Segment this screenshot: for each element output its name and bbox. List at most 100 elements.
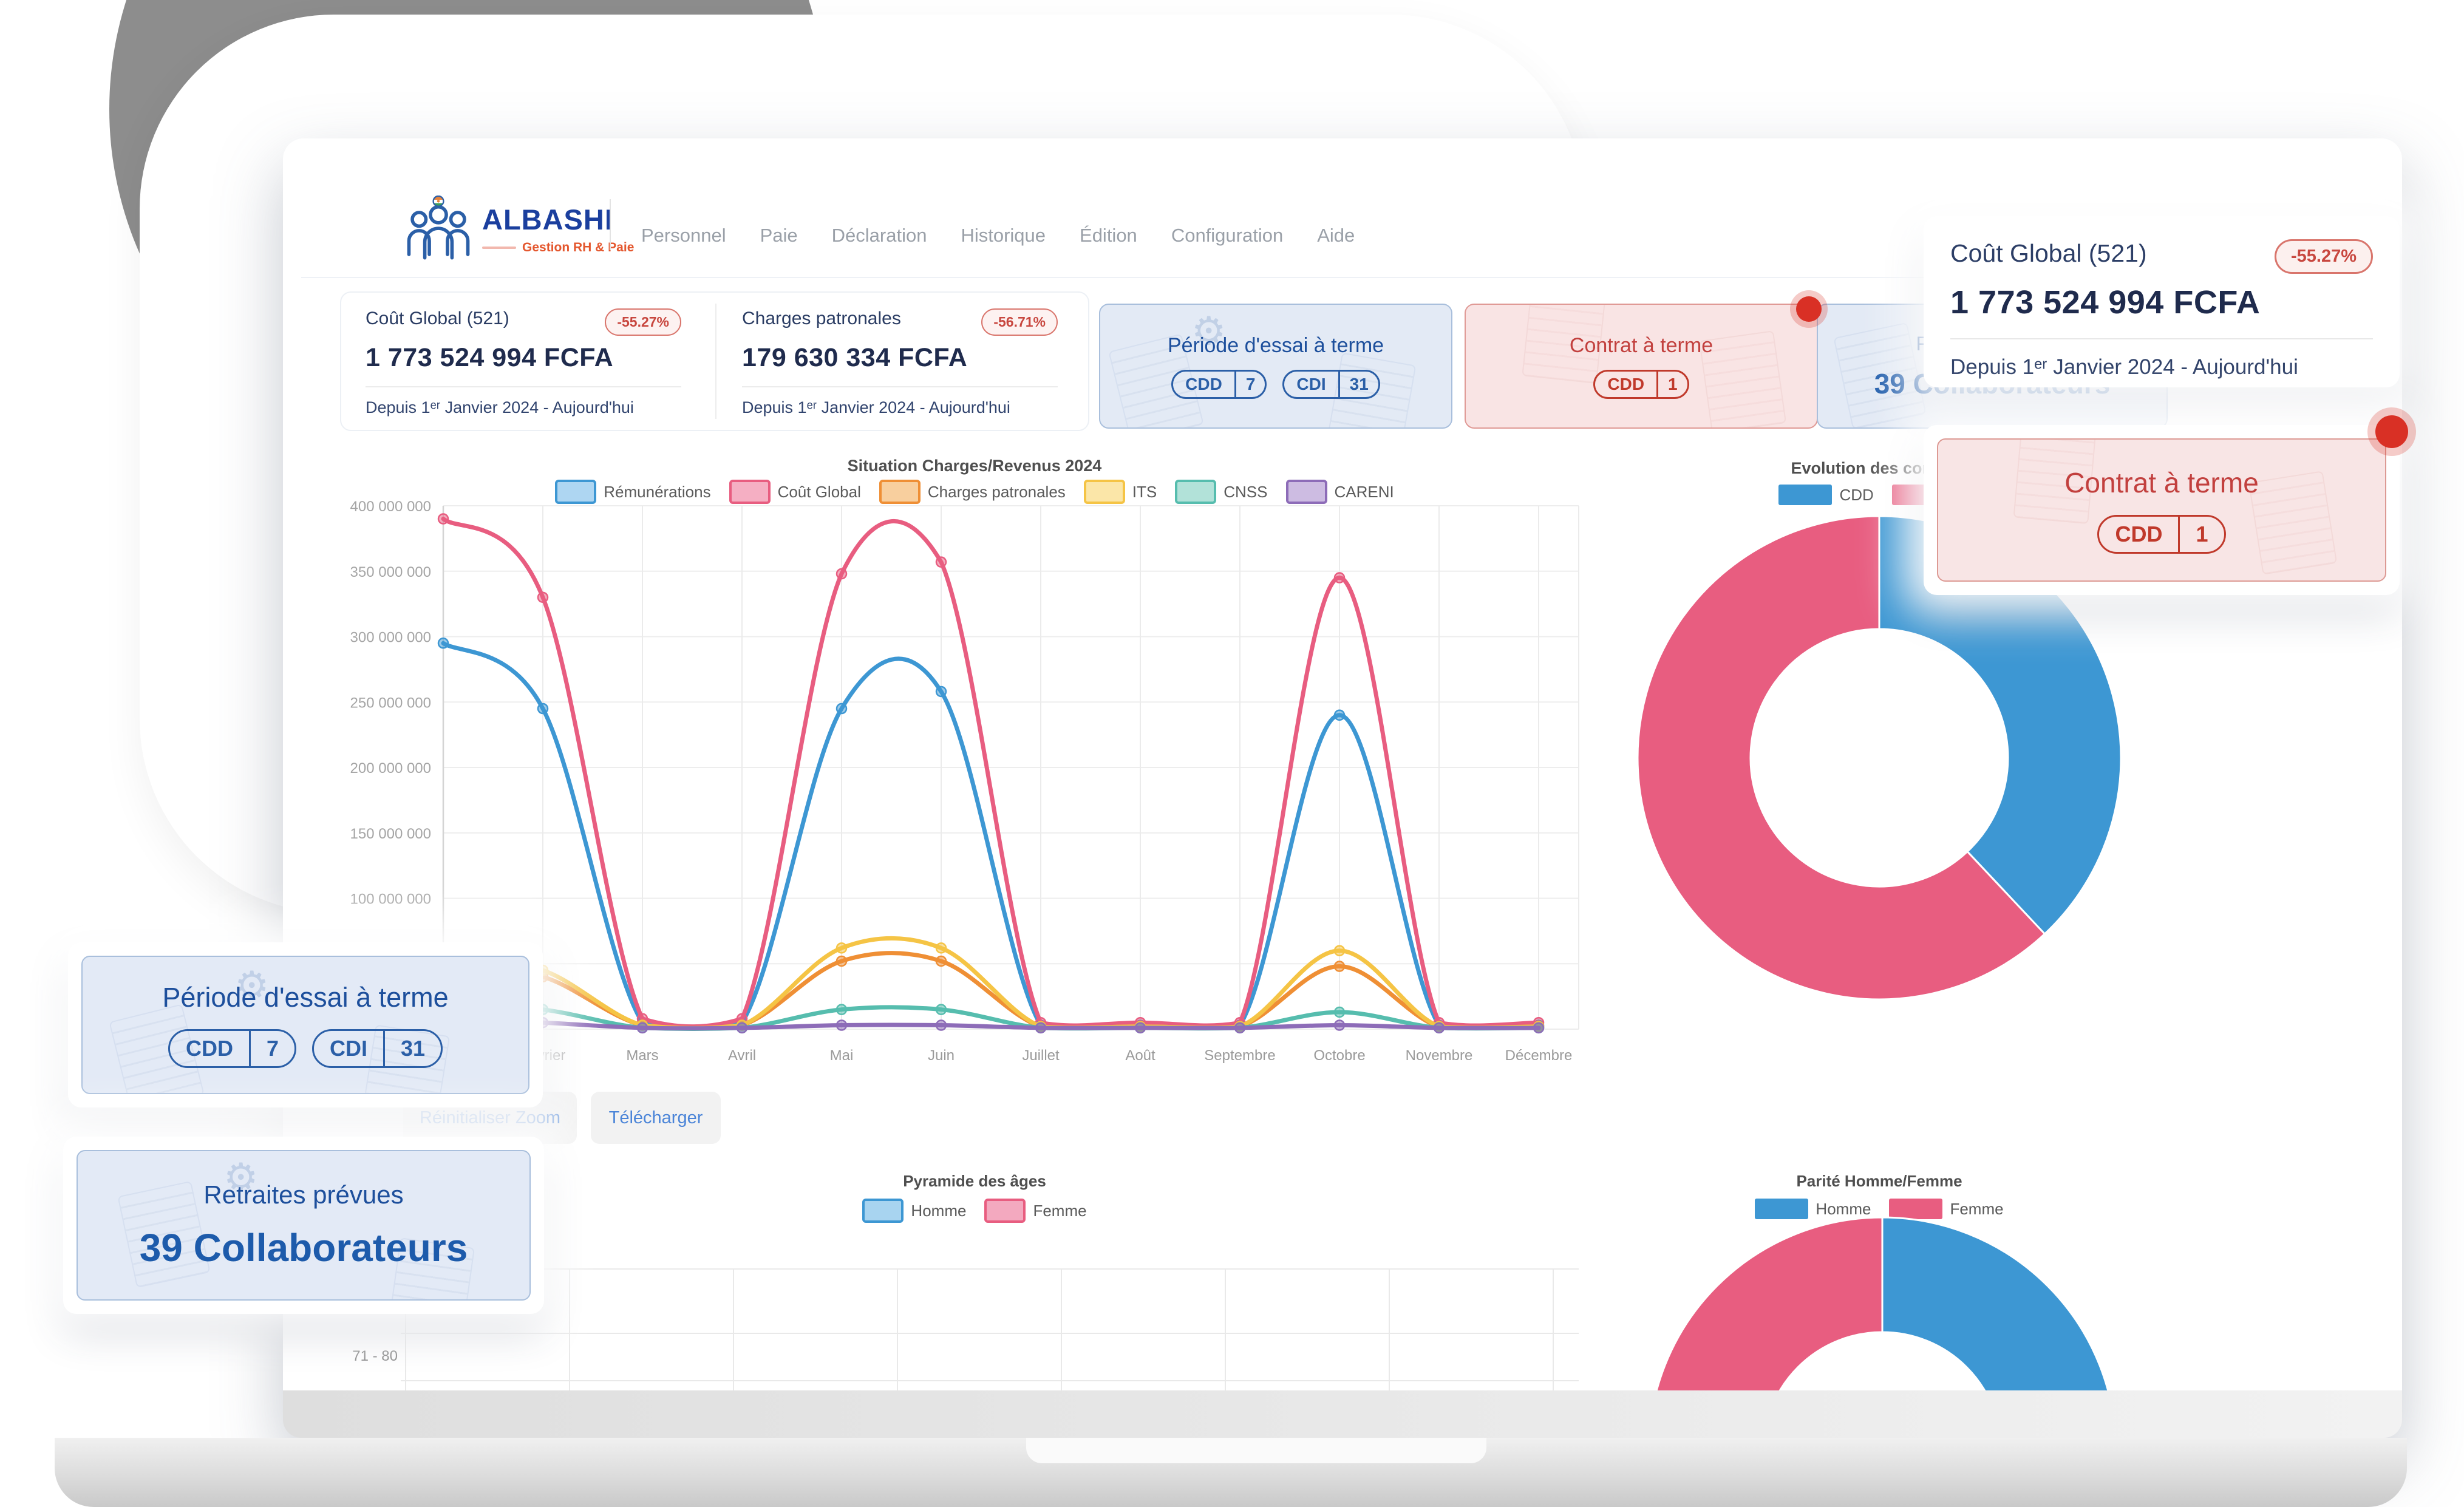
callout-separator <box>1950 338 2373 339</box>
data-point-careni[interactable] <box>736 1022 748 1034</box>
data-point-charges-patronales[interactable] <box>935 955 947 967</box>
cdi-count-pill: CDI 31 <box>1282 369 1380 399</box>
data-point-cnss[interactable] <box>935 1004 947 1015</box>
line-chart[interactable]: 400 000 000 350 000 000 300 000 000 250 000… <box>340 449 1609 1239</box>
albashi-logo-icon <box>407 196 470 260</box>
callout-title: Coût Global (521) <box>1950 239 2147 267</box>
legend-item-charges-patronales[interactable]: Charges patronales <box>879 480 1066 504</box>
data-point-cout-global[interactable] <box>836 568 848 580</box>
callout-title: Retraites prévues <box>203 1180 404 1209</box>
x-tick-label: Avril <box>728 1047 756 1064</box>
legend-label: Homme <box>911 1201 967 1220</box>
gear-icon: ⚙ <box>234 964 270 1007</box>
legend-item-its[interactable]: ITS <box>1083 480 1157 504</box>
data-point-remunerations[interactable] <box>935 685 947 698</box>
x-tick-label: Juillet <box>1022 1047 1060 1064</box>
flag-icon <box>433 196 444 206</box>
nav-item-personnel[interactable]: Personnel <box>641 225 726 246</box>
y-tick-label: 400 000 000 <box>350 498 431 515</box>
x-tick-label: Mai <box>830 1047 854 1064</box>
data-point-remunerations[interactable] <box>1333 709 1346 721</box>
data-point-careni[interactable] <box>935 1019 947 1031</box>
donut-slice-homme[interactable] <box>1881 1216 2116 1390</box>
parite-donut-chart[interactable] <box>1642 1214 2122 1390</box>
data-point-careni[interactable] <box>1134 1022 1146 1034</box>
y-tick-label: 100 000 000 <box>350 891 431 908</box>
data-point-cout-global[interactable] <box>537 591 549 604</box>
callout-retraites[interactable]: ⚙ Retraites prévues 39 Collaborateurs <box>63 1137 544 1314</box>
brand-tagline-row: Gestion RH & Paie <box>482 240 634 255</box>
stats-divider <box>715 304 716 419</box>
pill-label: CDD <box>1607 374 1645 393</box>
legend-label: Femme <box>1950 1199 2004 1218</box>
data-point-charges-patronales[interactable] <box>1333 961 1346 972</box>
pill-label: CDD <box>2115 522 2163 546</box>
data-point-careni[interactable] <box>1533 1022 1545 1034</box>
stat-badge: -55.27% <box>605 308 681 336</box>
legend-swatch <box>1285 480 1327 504</box>
data-point-careni[interactable] <box>1234 1022 1246 1034</box>
data-point-remunerations[interactable] <box>836 702 848 715</box>
pill-label: CDI <box>329 1036 367 1061</box>
legend-item-homme[interactable]: Homme <box>1755 1199 1871 1219</box>
document-illustration <box>2248 471 2338 575</box>
pill-value: 31 <box>1338 371 1378 397</box>
data-point-its[interactable] <box>1333 945 1346 956</box>
data-point-cout-global[interactable] <box>1333 572 1346 583</box>
data-point-remunerations[interactable] <box>537 702 549 715</box>
data-point-its[interactable] <box>836 942 848 954</box>
nav-item-paie[interactable]: Paie <box>760 225 798 246</box>
data-point-cnss[interactable] <box>836 1004 848 1015</box>
data-point-charges-patronales[interactable] <box>836 955 848 967</box>
data-point-its[interactable] <box>935 942 947 954</box>
legend-item-remunerations[interactable]: Rémunérations <box>555 480 711 504</box>
pill-value: 7 <box>1234 371 1265 397</box>
nav-item-declaration[interactable]: Déclaration <box>831 225 927 246</box>
donut-slice-cdi[interactable] <box>1636 515 2046 1001</box>
nav-item-historique[interactable]: Historique <box>961 225 1046 246</box>
data-point-careni[interactable] <box>1035 1022 1047 1034</box>
laptop-base <box>55 1438 2407 1507</box>
x-tick-label: Septembre <box>1204 1047 1275 1064</box>
callout-contrat-terme[interactable]: Contrat à terme CDD 1 <box>1924 415 2408 595</box>
download-button[interactable]: Télécharger <box>591 1092 721 1144</box>
data-point-careni[interactable] <box>1333 1019 1346 1031</box>
stat-cout-global: Coût Global (521) -55.27% 1 773 524 994 … <box>366 308 681 417</box>
legend-item-cdd[interactable]: CDD <box>1778 485 1874 505</box>
legend-item-careni[interactable]: CARENI <box>1285 480 1394 504</box>
card-title: Contrat à terme <box>1569 333 1714 357</box>
legend-item-femme[interactable]: Femme <box>984 1199 1087 1223</box>
nav-item-edition[interactable]: Édition <box>1080 225 1137 246</box>
data-point-careni[interactable] <box>836 1019 848 1031</box>
card-periode-essai[interactable]: ⚙ Période d'essai à terme CDD 7 CDI 31 <box>1099 304 1452 429</box>
nav-item-configuration[interactable]: Configuration <box>1171 225 1284 246</box>
callout-period: Depuis 1ᵉʳ Janvier 2024 - Aujourd'hui <box>1950 355 2298 379</box>
x-tick-label: Août <box>1125 1047 1155 1064</box>
nav-item-aide[interactable]: Aide <box>1317 225 1355 246</box>
data-point-careni[interactable] <box>1433 1022 1445 1034</box>
card-title: Période d'essai à terme <box>1167 333 1384 357</box>
data-point-cout-global[interactable] <box>437 513 449 525</box>
line-chart-legend: Rémunérations Coût Global Charges patronal… <box>340 480 1609 504</box>
line-series-cout-global <box>441 517 1541 1029</box>
pyramide-chart <box>401 1268 1579 1390</box>
legend-item-homme[interactable]: Homme <box>862 1199 966 1223</box>
data-point-cout-global[interactable] <box>935 556 947 568</box>
legend-item-cnss[interactable]: CNSS <box>1175 480 1268 504</box>
line-chart-title: Situation Charges/Revenus 2024 <box>847 457 1102 475</box>
callout-value: 1 773 524 994 FCFA <box>1950 284 2261 321</box>
legend-swatch <box>1889 1199 1943 1219</box>
donut-slice-femme[interactable] <box>1649 1216 1884 1390</box>
legend-item-cout-global[interactable]: Coût Global <box>729 480 861 504</box>
card-contrat-terme[interactable]: Contrat à terme CDD 1 <box>1465 296 1822 429</box>
legend-swatch <box>879 480 921 504</box>
laptop-base-notch <box>1026 1438 1486 1463</box>
callout-periode-essai[interactable]: ⚙ Période d'essai à terme CDD 7 CDI 31 <box>68 942 543 1107</box>
data-point-remunerations[interactable] <box>437 638 449 649</box>
legend-swatch <box>984 1199 1026 1223</box>
legend-item-femme[interactable]: Femme <box>1889 1199 2004 1219</box>
stat-separator <box>366 386 681 387</box>
stat-title: Charges patronales <box>742 308 901 328</box>
data-point-careni[interactable] <box>636 1022 648 1034</box>
data-point-cnss[interactable] <box>1333 1006 1346 1018</box>
